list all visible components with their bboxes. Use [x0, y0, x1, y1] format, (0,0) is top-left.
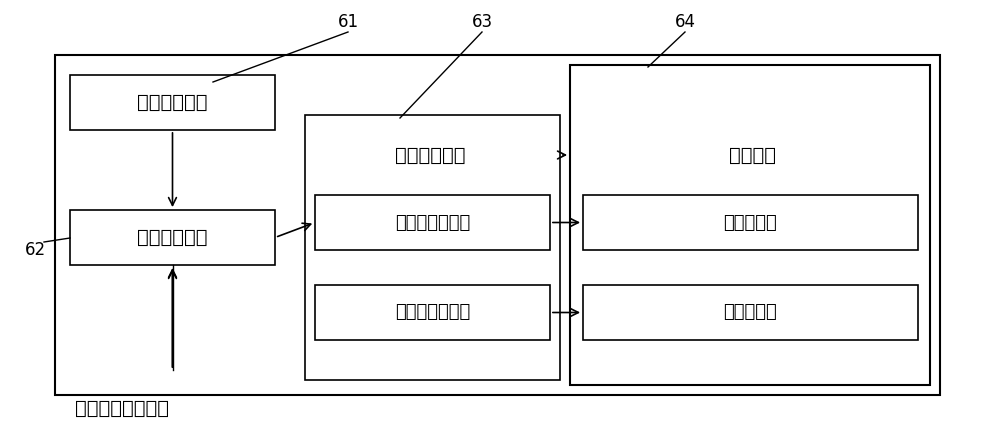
Text: 控制节点二: 控制节点二: [724, 304, 777, 321]
Text: 64: 64: [674, 13, 696, 31]
Text: 62: 62: [24, 241, 46, 259]
Bar: [70, 210, 275, 265]
Bar: [70, 75, 275, 130]
Text: 控制模块: 控制模块: [730, 146, 776, 164]
Text: 63: 63: [471, 13, 493, 31]
Text: 数据发送模块: 数据发送模块: [137, 93, 208, 112]
Text: 危险动作识别系统: 危险动作识别系统: [75, 399, 169, 417]
Bar: [570, 65, 930, 385]
Text: 数据对比模块: 数据对比模块: [137, 228, 208, 247]
Text: 数据反馈节点一: 数据反馈节点一: [395, 214, 470, 231]
Bar: [305, 115, 560, 380]
Text: 61: 61: [337, 13, 359, 31]
Bar: [583, 285, 918, 340]
Text: 数据反馈节点二: 数据反馈节点二: [395, 304, 470, 321]
Bar: [583, 195, 918, 250]
Text: 控制节点一: 控制节点一: [724, 214, 777, 231]
Bar: [315, 285, 550, 340]
Bar: [55, 55, 940, 395]
Bar: [315, 195, 550, 250]
Text: 数据反馈模块: 数据反馈模块: [395, 146, 465, 164]
